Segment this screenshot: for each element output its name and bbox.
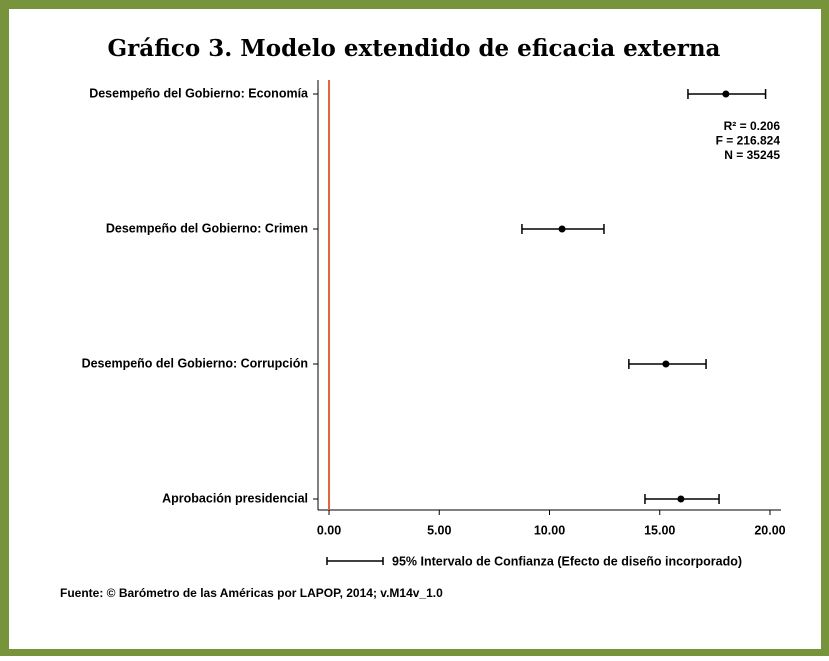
- stat-label: N = 35245: [724, 148, 780, 162]
- y-tick-label: Desempeño del Gobierno: Crimen: [106, 221, 308, 235]
- point: [722, 90, 730, 98]
- point: [677, 495, 685, 503]
- y-tick-label: Aprobación presidencial: [162, 491, 308, 505]
- point: [662, 360, 670, 368]
- y-tick-label: Desempeño del Gobierno: Economía: [89, 86, 309, 100]
- x-tick-label: 20.00: [754, 523, 785, 537]
- point: [558, 225, 566, 233]
- legend-label: 95% Intervalo de Confianza (Efecto de di…: [392, 554, 742, 568]
- y-tick-label: Desempeño del Gobierno: Corrupción: [82, 356, 308, 370]
- chart-title: Gráfico 3. Modelo extendido de eficacia …: [108, 35, 721, 62]
- panel: [9, 9, 821, 649]
- x-tick-label: 15.00: [644, 523, 675, 537]
- x-tick-label: 10.00: [534, 523, 565, 537]
- source-note: Fuente: © Barómetro de las Américas por …: [60, 586, 443, 600]
- stat-label: R² = 0.206: [724, 119, 781, 133]
- stat-label: F = 216.824: [716, 134, 781, 148]
- x-tick-label: 0.00: [317, 523, 341, 537]
- x-tick-label: 5.00: [427, 523, 451, 537]
